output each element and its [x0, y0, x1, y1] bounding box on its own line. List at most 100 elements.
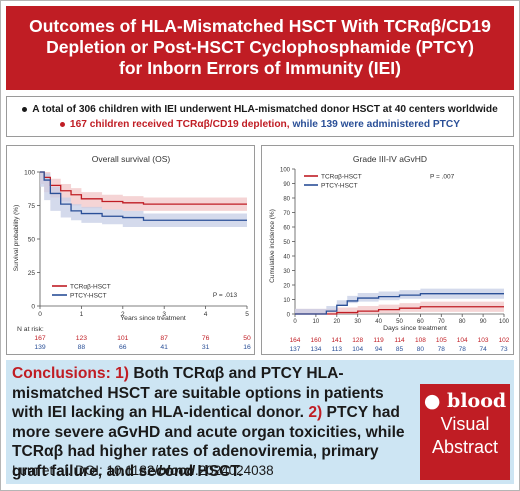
gvhd-x-tick-label: 100	[499, 319, 510, 325]
gvhd-x-tick-label: 70	[438, 319, 445, 325]
os-risk-ptcy: 16	[243, 344, 251, 351]
os-series-line	[40, 171, 247, 205]
os-risk-tcr: 50	[243, 335, 251, 342]
os-risk-tcr: 87	[160, 335, 168, 342]
gvhd-legend-tcr: TCRαβ-HSCT	[321, 174, 362, 181]
os-risk-label: N at risk:	[17, 326, 44, 333]
gvhd-y-tick-label: 90	[283, 182, 290, 188]
conclusion-2: PTCY had more severe aGvHD and acute org…	[12, 404, 405, 480]
citation-journal: blood	[158, 463, 195, 478]
gvhd-ci-band	[295, 288, 504, 314]
gvhd-risk-tcr: 104	[457, 337, 468, 344]
bullet-2-red-text: 167 children received TCRαβ/CD19 depleti…	[69, 119, 290, 130]
gvhd-y-tick-label: 100	[280, 167, 291, 173]
os-x-tick-label: 4	[204, 311, 208, 318]
gvhd-x-tick-label: 40	[375, 319, 382, 325]
os-y-tick-label: 75	[28, 203, 36, 210]
os-x-tick-label: 5	[245, 311, 249, 318]
citation-prefix: Lum et al. DOI: 10.1182/	[12, 463, 159, 478]
conclusions-lead: Conclusions: 1)	[12, 365, 129, 382]
gvhd-risk-ptcy: 94	[375, 346, 383, 353]
os-series-line	[40, 171, 247, 221]
citation-suffix: .2024024038	[194, 463, 274, 478]
citation: Lum et al. DOI: 10.1182/blood.2024024038	[12, 463, 274, 478]
gvhd-risk-ptcy: 134	[310, 346, 321, 353]
gvhd-x-tick-label: 10	[313, 319, 320, 325]
os-panel: Overall survival (OS) Survival probabili…	[6, 145, 255, 355]
gvhd-risk-tcr: 141	[331, 337, 342, 344]
title-line-1: Outcomes of HLA-Mismatched HSCT With TCR…	[29, 16, 491, 36]
gvhd-x-tick-label: 60	[417, 319, 424, 325]
os-pvalue: P = .013	[213, 292, 238, 299]
os-legend-tcr: TCRαβ-HSCT	[70, 284, 111, 291]
logo-brand: ● blood	[420, 390, 510, 412]
bullet-2-blue-text: while 139 were administered PTCY	[292, 119, 461, 130]
os-y-tick-label: 0	[31, 303, 35, 310]
bullet-1-text: A total of 306 children with IEI underwe…	[32, 104, 498, 115]
logo-line-1: Visual	[440, 414, 490, 434]
gvhd-risk-tcr: 164	[290, 337, 301, 344]
gvhd-y-tick-label: 30	[283, 269, 290, 275]
os-risk-ptcy: 88	[78, 344, 86, 351]
gvhd-y-tick-label: 40	[283, 254, 290, 260]
os-risk-tcr: 167	[34, 335, 46, 342]
os-x-tick-label: 3	[162, 311, 166, 318]
gvhd-risk-ptcy: 73	[500, 346, 508, 353]
gvhd-x-tick-label: 30	[354, 319, 361, 325]
title-banner: Outcomes of HLA-Mismatched HSCT With TCR…	[6, 6, 514, 90]
logo-drop-icon: ●	[423, 390, 441, 412]
gvhd-x-tick-label: 50	[396, 319, 403, 325]
bullet-1: A total of 306 children with IEI underwe…	[7, 102, 513, 117]
os-risk-ptcy: 66	[119, 344, 127, 351]
gvhd-risk-tcr: 102	[499, 337, 510, 344]
gvhd-risk-ptcy: 74	[479, 346, 487, 353]
bullet-2: 167 children received TCRαβ/CD19 depleti…	[7, 117, 513, 132]
os-risk-ptcy: 31	[202, 344, 210, 351]
os-y-label: Survival probability (%)	[13, 205, 20, 271]
os-ci-band	[40, 172, 247, 211]
gvhd-chart: Grade III-IV aGvHD Cumulative incidence …	[269, 154, 510, 353]
bullet-dot	[22, 107, 28, 112]
os-legend-ptcy: PTCY-HSCT	[70, 293, 107, 300]
os-x-tick-label: 1	[80, 311, 84, 318]
logo-brand-text: blood	[447, 390, 507, 412]
gvhd-risk-tcr: 108	[415, 337, 426, 344]
gvhd-chart-title: Grade III-IV aGvHD	[353, 154, 427, 164]
gvhd-x-label: Days since treatment	[383, 325, 447, 332]
os-risk-tcr: 123	[76, 335, 88, 342]
gvhd-y-tick-label: 50	[283, 240, 290, 246]
gvhd-x-tick-label: 80	[459, 319, 466, 325]
title-line-2: Depletion or Post-HSCT Cyclophosphamide …	[46, 37, 474, 57]
gvhd-panel: Grade III-IV aGvHD Cumulative incidence …	[261, 145, 514, 355]
conclusion-2-number: 2)	[308, 404, 323, 421]
gvhd-risk-tcr: 160	[310, 337, 321, 344]
bullet-dot	[59, 122, 65, 127]
gvhd-y-tick-label: 60	[283, 225, 290, 231]
gvhd-y-label: Cumulative incidence (%)	[269, 209, 276, 283]
gvhd-risk-tcr: 119	[373, 337, 384, 344]
os-y-tick-label: 50	[28, 236, 36, 243]
gvhd-pvalue: P = .007	[430, 174, 455, 181]
gvhd-legend-ptcy: PTCY-HSCT	[321, 183, 358, 190]
gvhd-x-tick-label: 20	[333, 319, 340, 325]
gvhd-risk-tcr: 128	[352, 337, 363, 344]
gvhd-x-tick-label: 90	[480, 319, 487, 325]
gvhd-risk-ptcy: 104	[352, 346, 363, 353]
gvhd-y-tick-label: 70	[283, 211, 290, 217]
conclusion-1: Both TCRαβ and PTCY HLA-mismatched HSCT …	[12, 365, 384, 421]
os-x-label: Years since treatment	[120, 315, 186, 322]
gvhd-risk-ptcy: 78	[459, 346, 467, 353]
gvhd-risk-ptcy: 113	[332, 346, 343, 353]
os-risk-tcr: 101	[117, 335, 129, 342]
gvhd-y-tick-label: 10	[283, 298, 290, 304]
gvhd-risk-ptcy: 80	[417, 346, 425, 353]
gvhd-y-tick-label: 80	[283, 196, 290, 202]
os-risk-ptcy: 139	[34, 344, 46, 351]
gvhd-risk-ptcy: 85	[396, 346, 404, 353]
conclusions-text: Conclusions: 1) Both TCRαβ and PTCY HLA-…	[12, 364, 412, 481]
os-risk-ptcy: 41	[160, 344, 168, 351]
blood-visual-abstract-logo: ● blood Visual Abstract	[420, 384, 510, 480]
os-chart: Overall survival (OS) Survival probabili…	[13, 154, 251, 351]
gvhd-y-tick-label: 20	[283, 283, 290, 289]
gvhd-risk-ptcy: 137	[290, 346, 301, 353]
